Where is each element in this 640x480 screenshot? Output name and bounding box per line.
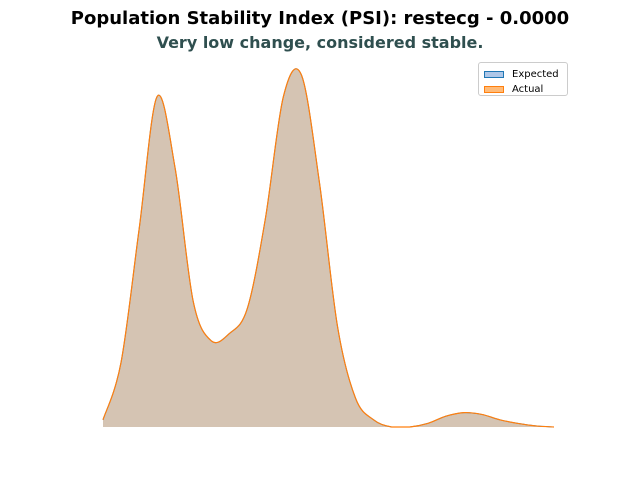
- legend-item-actual: Actual: [484, 83, 543, 95]
- line-actual: [102, 68, 555, 428]
- legend-item-expected: Expected: [484, 68, 559, 80]
- chart-subtitle: Very low change, considered stable.: [156, 33, 484, 52]
- chart-title: Population Stability Index (PSI): restec…: [70, 8, 570, 29]
- legend-label-expected: Expected: [512, 68, 559, 80]
- legend-swatch-expected: [484, 70, 504, 78]
- legend-label-actual: Actual: [512, 83, 544, 95]
- legend: Expected Actual: [478, 62, 568, 96]
- area-actual: [103, 68, 554, 427]
- legend-swatch-actual: [484, 85, 504, 93]
